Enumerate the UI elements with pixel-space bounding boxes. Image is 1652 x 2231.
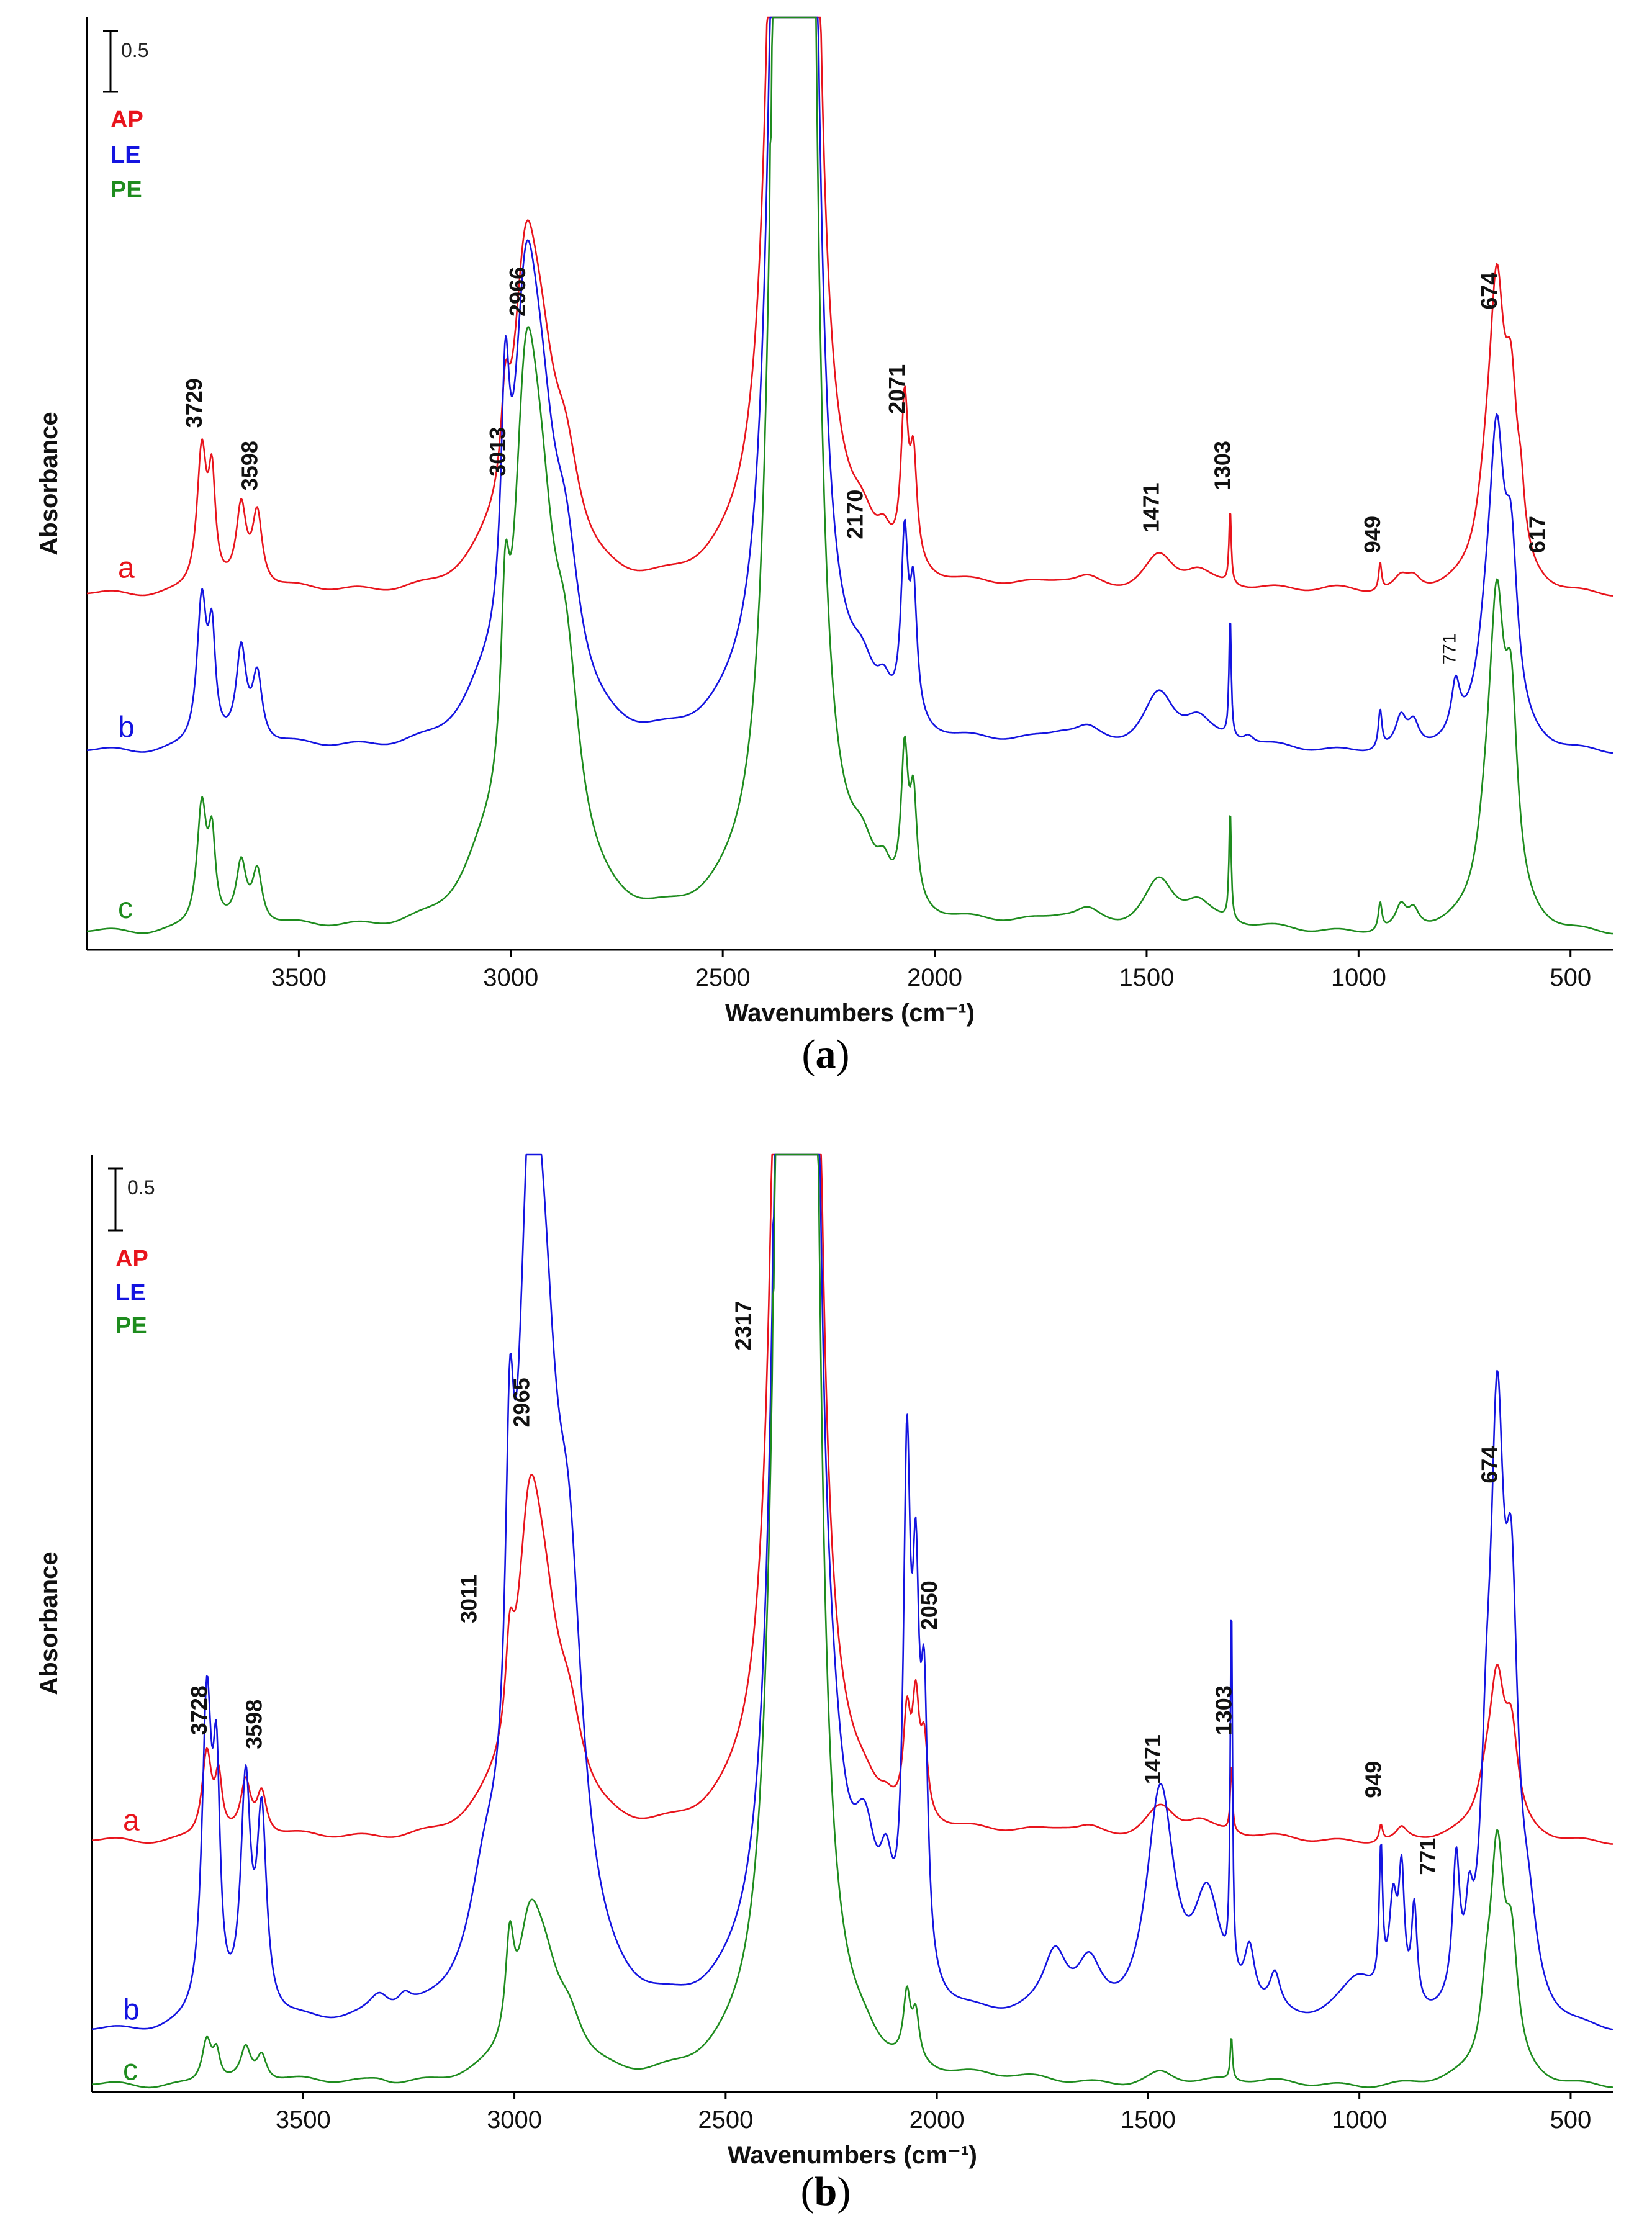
x-tick-label: 1000 (1331, 964, 1386, 991)
x-axis-label: Wavenumbers (cm⁻¹) (728, 2142, 977, 2169)
x-tick-label: 1500 (1119, 964, 1174, 991)
peak-label-3728: 3728 (186, 1685, 212, 1735)
trace-label-a: a (118, 551, 135, 584)
panel-caption: (b) (801, 2169, 851, 2214)
peak-label-949: 949 (1360, 1761, 1386, 1798)
legend-le: LE (111, 142, 141, 168)
legend-ap: AP (115, 1246, 148, 1272)
x-tick-label: 2500 (695, 964, 751, 991)
x-axis-label: Wavenumbers (cm⁻¹) (725, 999, 975, 1027)
peak-label-617: 617 (1525, 516, 1550, 553)
peak-label-949: 949 (1360, 516, 1385, 553)
legend-pe: PE (115, 1313, 147, 1339)
trace-label-b: b (118, 711, 135, 744)
x-tick-label: 2500 (698, 2106, 753, 2134)
x-tick-label: 3500 (276, 2106, 331, 2134)
peak-label-771: 771 (1415, 1838, 1440, 1875)
trace-label-c: c (118, 892, 133, 925)
peak-label-2966: 2966 (505, 267, 530, 317)
panel-a: 3500 3000 2500 2000 1500 1000 500 Wavenumbers (… (35, 16, 1613, 1077)
legend-le: LE (115, 1280, 146, 1306)
trace-label-c: c (123, 2054, 138, 2087)
panel-b: 3500 3000 2500 2000 1500 1000 500 Wavenumbers (… (35, 1153, 1613, 2214)
peak-label-3011: 3011 (456, 1575, 481, 1623)
peak-label-771: 771 (1440, 633, 1460, 664)
peak-label-1303: 1303 (1211, 1685, 1236, 1735)
peak-label-1471: 1471 (1140, 1734, 1165, 1784)
peak-label-1471: 1471 (1139, 482, 1164, 532)
scale-bar-label: 0.5 (121, 39, 148, 61)
series-pe-line (92, 1153, 1613, 2089)
peak-label-1303: 1303 (1209, 441, 1235, 490)
peak-label-3729: 3729 (181, 378, 207, 428)
legend-pe: PE (111, 177, 142, 203)
x-tick-label: 3000 (487, 2106, 542, 2134)
x-tick-label: 2000 (907, 964, 962, 991)
x-tick-label: 2000 (910, 2106, 965, 2134)
y-axis-label: Absorbance (35, 1551, 63, 1695)
series-le-line (92, 1153, 1613, 2030)
x-tick-label: 500 (1550, 964, 1591, 991)
peak-label-2965: 2965 (508, 1377, 534, 1427)
x-tick-label: 1000 (1332, 2106, 1387, 2134)
peak-label-3598: 3598 (237, 441, 262, 490)
series-pe-line (87, 16, 1613, 935)
legend-ap: AP (111, 107, 143, 133)
peak-label-2071: 2071 (884, 364, 910, 414)
peak-label-3598: 3598 (241, 1700, 267, 1749)
series-le-line (87, 16, 1613, 754)
panel-caption: (a) (802, 1032, 850, 1077)
series-ap-line (87, 16, 1613, 597)
trace-label-a: a (123, 1805, 140, 1837)
scale-bar-label: 0.5 (127, 1176, 155, 1199)
peak-label-2317: 2317 (731, 1300, 756, 1350)
x-tick-label: 1500 (1121, 2106, 1176, 2134)
peak-label-674: 674 (1476, 273, 1502, 310)
peak-label-3013: 3013 (485, 427, 510, 477)
trace-label-b: b (123, 1993, 140, 2026)
x-tick-label: 500 (1550, 2106, 1592, 2134)
series-ap-line (92, 1153, 1613, 1845)
x-tick-label: 3500 (271, 964, 327, 991)
peak-label-2170: 2170 (842, 490, 867, 539)
x-tick-label: 3000 (483, 964, 538, 991)
peak-label-674: 674 (1477, 1446, 1502, 1484)
peak-label-2050: 2050 (916, 1580, 942, 1630)
y-axis-label: Absorbance (35, 412, 63, 555)
